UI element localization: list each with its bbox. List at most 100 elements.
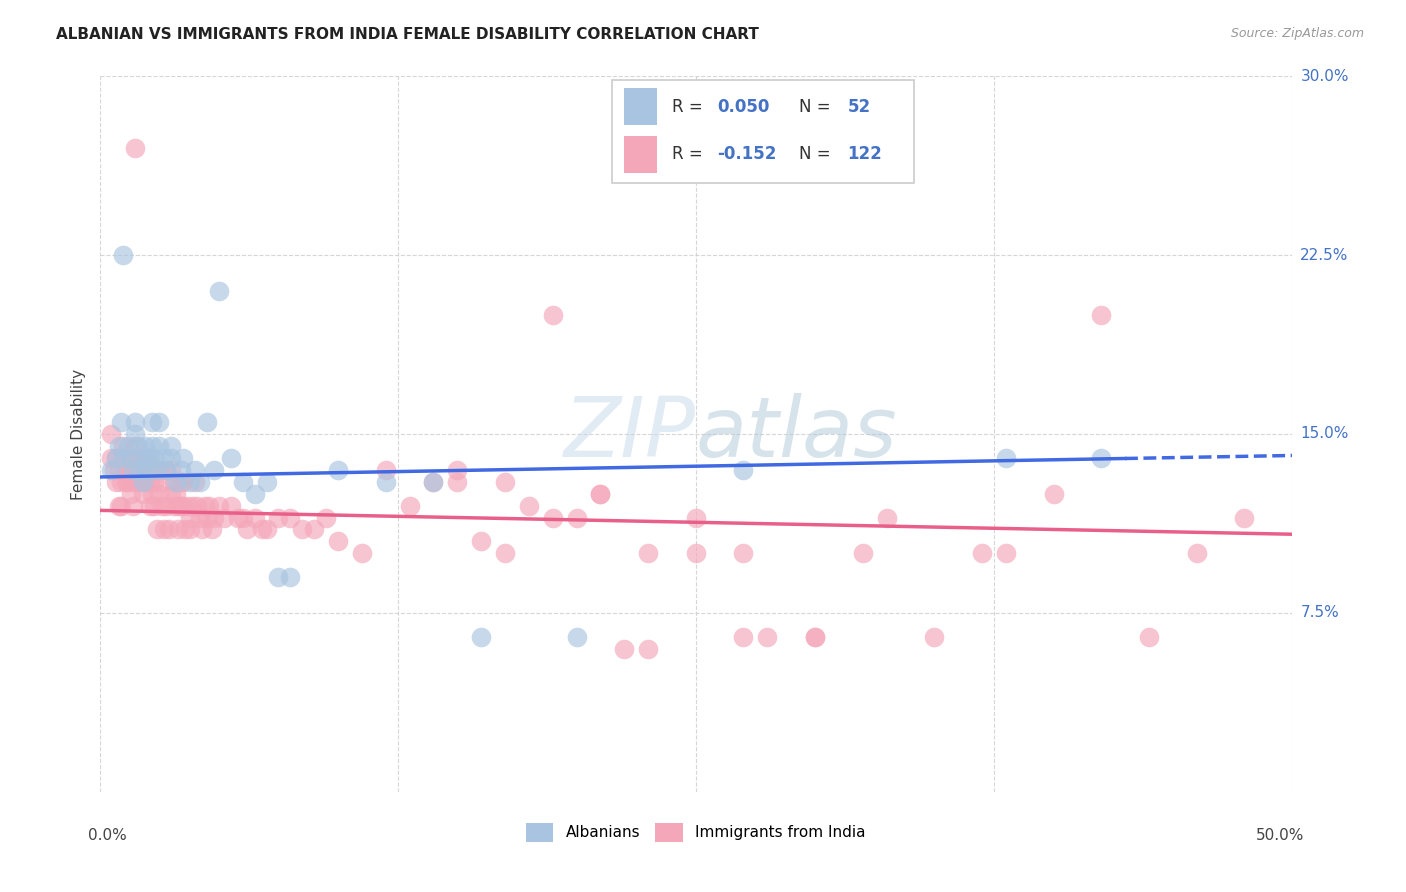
Point (112, 450, 135, 465)
Point (541, 308, 564, 322)
Point (112, 439, 135, 453)
Point (148, 415, 170, 429)
Point (193, 499, 215, 513)
Point (179, 523, 201, 537)
Point (517, 499, 540, 513)
Point (184, 463, 207, 477)
Point (129, 463, 152, 477)
Point (208, 499, 231, 513)
Point (494, 546, 516, 560)
Point (541, 510, 564, 524)
Point (100, 450, 122, 465)
Point (114, 463, 136, 477)
Point (181, 499, 204, 513)
Point (589, 486, 612, 500)
Point (733, 546, 755, 560)
Point (374, 463, 396, 477)
Point (100, 463, 122, 477)
Text: 50.0%: 50.0% (1256, 828, 1303, 843)
Text: R =: R = (672, 98, 709, 116)
Point (188, 510, 211, 524)
Point (685, 510, 707, 524)
Point (470, 630, 492, 644)
Bar (624, 136, 657, 173)
Text: 0.050: 0.050 (717, 98, 770, 116)
Point (195, 510, 218, 524)
Point (127, 439, 149, 453)
Point (146, 523, 169, 537)
Point (150, 499, 173, 513)
Text: -0.152: -0.152 (717, 145, 776, 163)
Point (172, 450, 194, 465)
Point (124, 450, 146, 465)
Point (112, 248, 135, 262)
Point (134, 439, 156, 453)
Point (122, 475, 145, 489)
Point (195, 415, 218, 429)
Point (243, 486, 266, 500)
Point (226, 510, 249, 524)
Point (398, 499, 420, 513)
Point (162, 475, 184, 489)
Point (141, 439, 163, 453)
Text: Source: ZipAtlas.com: Source: ZipAtlas.com (1230, 27, 1364, 40)
Point (150, 475, 173, 489)
Point (315, 510, 337, 524)
Point (114, 475, 136, 489)
Point (167, 499, 190, 513)
Point (733, 630, 755, 644)
Point (177, 499, 200, 513)
Point (160, 450, 183, 465)
Point (131, 463, 153, 477)
Point (110, 499, 132, 513)
Point (267, 510, 290, 524)
Point (134, 450, 156, 465)
Point (565, 510, 588, 524)
Text: 0.0%: 0.0% (87, 828, 127, 843)
Point (1042, 486, 1064, 500)
Point (165, 475, 187, 489)
Point (685, 546, 707, 560)
Point (162, 499, 184, 513)
Point (637, 546, 659, 560)
Point (107, 439, 129, 453)
Point (107, 499, 129, 513)
Point (165, 486, 187, 500)
Text: N =: N = (799, 145, 837, 163)
Point (103, 463, 125, 477)
Point (374, 475, 396, 489)
Point (470, 534, 492, 549)
Point (136, 450, 159, 465)
Point (208, 284, 231, 298)
Point (236, 523, 259, 537)
Point (143, 450, 166, 465)
Point (250, 523, 273, 537)
Point (302, 523, 325, 537)
Point (733, 463, 755, 477)
Point (148, 439, 170, 453)
Point (565, 630, 588, 644)
Point (852, 546, 875, 560)
Point (105, 450, 128, 465)
Point (422, 475, 444, 489)
Point (146, 463, 169, 477)
Point (141, 463, 163, 477)
Point (127, 475, 149, 489)
Point (994, 546, 1017, 560)
Point (124, 439, 146, 453)
Point (141, 415, 163, 429)
Point (804, 630, 827, 644)
Point (169, 463, 191, 477)
Text: ZIP: ZIP (564, 393, 696, 475)
Point (120, 450, 142, 465)
Text: R =: R = (672, 145, 709, 163)
Point (184, 475, 207, 489)
Point (160, 486, 183, 500)
Point (494, 475, 516, 489)
Point (232, 475, 254, 489)
Point (131, 475, 153, 489)
Point (970, 546, 993, 560)
Point (112, 450, 135, 465)
Point (1137, 630, 1160, 644)
Point (876, 510, 898, 524)
